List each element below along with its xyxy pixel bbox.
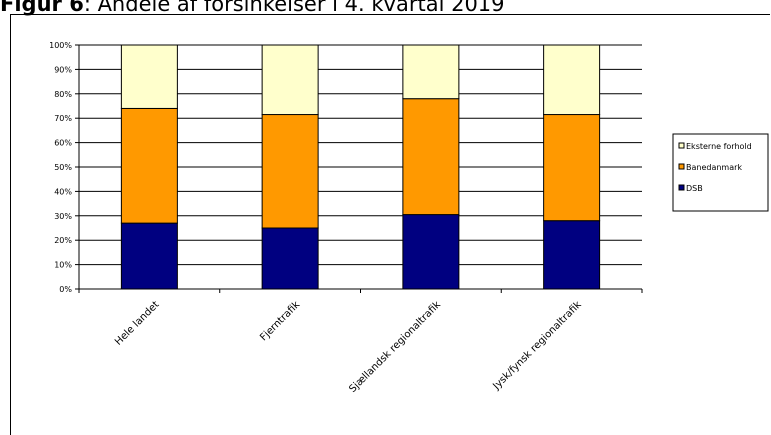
bar-segment xyxy=(543,220,601,290)
x-category-label: Sjællandsk regionaltrafik xyxy=(347,299,443,395)
bar-segment xyxy=(120,222,178,290)
bar-segment xyxy=(120,107,178,224)
bar-segment xyxy=(261,227,319,290)
y-tick-label: 60% xyxy=(54,139,72,148)
y-tick-label: 70% xyxy=(54,114,72,123)
legend-label: Eksterne forhold xyxy=(686,142,752,151)
legend-swatch xyxy=(678,163,685,170)
figure-title: Figur 6: Andele af forsinkelser i 4. kva… xyxy=(0,0,505,17)
bar-segment xyxy=(402,98,460,216)
bar-segment xyxy=(543,114,601,222)
x-category-label: Fjerntrafik xyxy=(258,299,302,343)
bar-segment xyxy=(402,214,460,290)
y-tick-label: 90% xyxy=(54,65,72,74)
legend-swatch xyxy=(678,184,685,191)
figure-caption: : Andele af forsinkelser i 4. kvartal 20… xyxy=(83,0,505,16)
legend-label: Banedanmark xyxy=(686,163,742,172)
bar-segment xyxy=(402,44,460,100)
y-tick-label: 20% xyxy=(54,236,72,245)
figure-number: Figur 6 xyxy=(0,0,84,16)
bar-segment xyxy=(543,44,601,116)
legend-box xyxy=(672,133,769,212)
y-tick-label: 0% xyxy=(59,285,72,294)
y-tick-label: 80% xyxy=(54,90,72,99)
x-category-label: Jysk/fynsk regionaltrafik xyxy=(491,299,584,392)
y-tick-label: 100% xyxy=(49,41,72,50)
legend-swatch xyxy=(678,142,685,149)
bar-segment xyxy=(120,44,178,109)
bar-segment xyxy=(261,114,319,229)
bar-segment xyxy=(261,44,319,116)
y-tick-label: 10% xyxy=(54,261,72,270)
y-tick-label: 30% xyxy=(54,212,72,221)
y-tick-label: 40% xyxy=(54,187,72,196)
x-category-label: Hele landet xyxy=(113,299,161,347)
y-tick-label: 50% xyxy=(54,163,72,172)
chart-frame xyxy=(10,14,770,435)
legend-label: DSB xyxy=(686,184,703,193)
